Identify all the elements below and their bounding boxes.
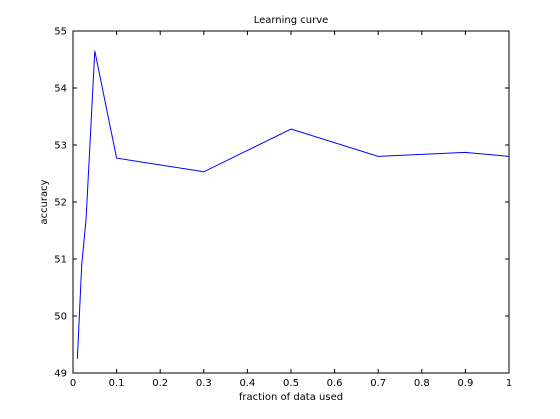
y-tick-label: 50 xyxy=(54,312,67,323)
x-tick-label: 0.3 xyxy=(196,378,212,389)
y-axis-label: accuracy xyxy=(39,179,50,224)
series-layer xyxy=(76,50,510,359)
x-tick-label: 0.7 xyxy=(370,378,386,389)
x-tick-label: 0 xyxy=(70,378,76,389)
y-tick-label: 54 xyxy=(54,84,67,95)
chart-title: Learning curve xyxy=(254,15,329,26)
x-tick-label: 1 xyxy=(506,378,512,389)
y-tick-label: 52 xyxy=(54,198,67,209)
plot-area xyxy=(72,30,510,374)
y-tick-label: 49 xyxy=(54,369,67,380)
x-tick-label: 0.2 xyxy=(152,378,168,389)
x-tick-label: 0.4 xyxy=(239,378,255,389)
x-tick-label: 0.9 xyxy=(457,378,473,389)
x-axis-label: fraction of data used xyxy=(239,392,343,403)
x-tick-label: 0.6 xyxy=(327,378,343,389)
y-tick-label: 53 xyxy=(54,141,67,152)
x-axis: 0 0.1 0.2 0.3 0.4 0.5 0.6 0.7 0.8 0.9 1 xyxy=(70,31,512,389)
y-tick-label: 55 xyxy=(54,27,67,38)
series-line xyxy=(76,50,510,359)
y-axis: 49 50 51 52 53 54 55 xyxy=(54,27,509,380)
x-tick-label: 0.1 xyxy=(109,378,125,389)
x-tick-label: 0.5 xyxy=(283,378,299,389)
y-tick-label: 51 xyxy=(54,255,67,266)
x-tick-label: 0.8 xyxy=(414,378,430,389)
